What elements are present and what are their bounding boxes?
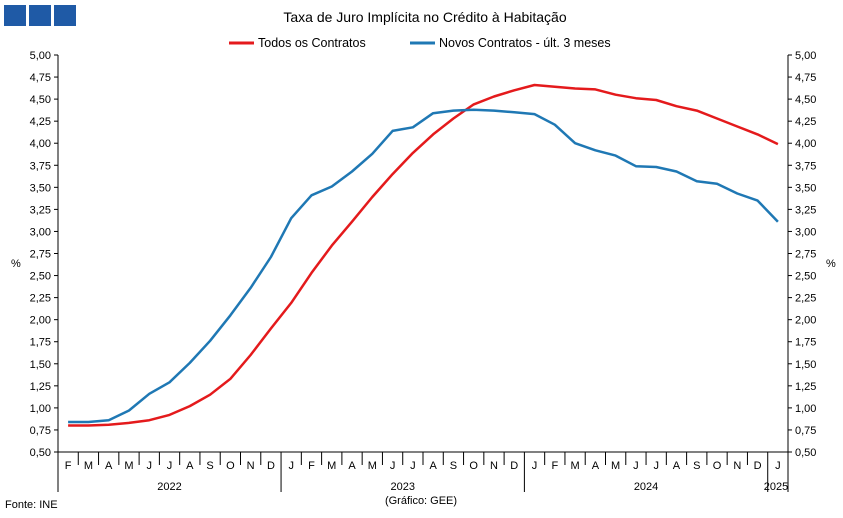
y-tick-label-right: 1,00 (795, 403, 816, 415)
y-axis-label-left: % (11, 258, 21, 270)
y-tick-label-left: 2,50 (30, 271, 51, 283)
y-tick-label-right: 3,75 (795, 160, 816, 172)
y-tick-label-left: 4,50 (30, 94, 51, 106)
logo-square (29, 5, 51, 26)
x-tick-label: J (775, 460, 781, 472)
x-tick-label: M (368, 460, 377, 472)
y-tick-label-right: 1,25 (795, 381, 816, 393)
y-tick-label-right: 4,50 (795, 94, 816, 106)
x-tick-label: N (733, 460, 741, 472)
y-tick-label-left: 3,75 (30, 160, 51, 172)
x-tick-label: D (267, 460, 275, 472)
y-tick-label-right: 3,25 (795, 204, 816, 216)
x-tick-label: A (592, 460, 600, 472)
year-label: 2024 (634, 481, 658, 493)
x-tick-label: J (167, 460, 173, 472)
source-note: Fonte: INE (5, 499, 58, 511)
x-tick-label: M (570, 460, 579, 472)
y-tick-label-left: 3,25 (30, 204, 51, 216)
y-tick-label-right: 1,75 (795, 337, 816, 349)
year-label: 2023 (390, 481, 414, 493)
y-tick-label-left: 2,75 (30, 249, 51, 261)
y-tick-label-right: 0,75 (795, 425, 816, 437)
y-tick-label-right: 4,25 (795, 116, 816, 128)
x-tick-label: A (186, 460, 194, 472)
logo-square (54, 5, 76, 26)
x-tick-label: F (308, 460, 315, 472)
x-tick-label: M (124, 460, 133, 472)
x-tick-label: A (105, 460, 113, 472)
y-tick-label-left: 1,75 (30, 337, 51, 349)
x-tick-label: A (673, 460, 681, 472)
y-tick-label-right: 1,50 (795, 359, 816, 371)
y-tick-label-left: 4,00 (30, 138, 51, 150)
x-tick-label: S (693, 460, 700, 472)
x-tick-label: J (410, 460, 416, 472)
x-tick-label: F (65, 460, 72, 472)
y-tick-label-left: 2,00 (30, 315, 51, 327)
x-tick-label: N (490, 460, 498, 472)
x-tick-label: O (469, 460, 478, 472)
y-tick-label-left: 5,00 (30, 50, 51, 62)
x-tick-label: D (510, 460, 518, 472)
x-tick-label: J (147, 460, 153, 472)
x-tick-label: O (713, 460, 722, 472)
y-tick-label-right: 2,00 (795, 315, 816, 327)
series-line-todos-os-contratos (68, 83, 779, 427)
y-tick-label-right: 4,75 (795, 72, 816, 84)
y-tick-label-left: 3,00 (30, 226, 51, 238)
chart-title: Taxa de Juro Implícita no Crédito à Habi… (283, 9, 566, 25)
y-tick-label-left: 4,25 (30, 116, 51, 128)
y-tick-label-left: 3,50 (30, 182, 51, 194)
legend: Todos os Contratos Novos Contratos - últ… (229, 36, 611, 50)
x-tick-label: M (611, 460, 620, 472)
y-tick-label-right: 3,00 (795, 226, 816, 238)
legend-label-novos: Novos Contratos - últ. 3 meses (439, 36, 611, 50)
y-tick-label-right: 2,25 (795, 293, 816, 305)
y-tick-label-left: 1,50 (30, 359, 51, 371)
y-axis-label-right: % (826, 258, 836, 270)
y-tick-label-left: 4,75 (30, 72, 51, 84)
y-tick-label-right: 3,50 (795, 182, 816, 194)
x-tick-label: M (327, 460, 336, 472)
x-tick-label: N (247, 460, 255, 472)
x-tick-label: J (288, 460, 294, 472)
x-tick-label: F (551, 460, 558, 472)
y-tick-label-left: 1,00 (30, 403, 51, 415)
x-tick-label: J (532, 460, 538, 472)
chart-credit: (Gráfico: GEE) (385, 495, 457, 507)
year-label: 2025 (764, 481, 788, 493)
x-tick-label: O (226, 460, 235, 472)
y-tick-label-right: 5,00 (795, 50, 816, 62)
ine-logo (4, 5, 76, 26)
x-tick-label: S (450, 460, 457, 472)
y-tick-label-left: 0,75 (30, 425, 51, 437)
x-tick-label: M (84, 460, 93, 472)
x-tick-label: A (429, 460, 437, 472)
x-tick-label: J (633, 460, 639, 472)
logo-square (4, 5, 26, 26)
y-tick-label-right: 0,50 (795, 447, 816, 459)
y-tick-label-right: 2,50 (795, 271, 816, 283)
y-tick-label-right: 2,75 (795, 249, 816, 261)
plot-area: 0,50 0,50 0,75 0,75 1,00 1,00 1,25 1,25 1,50 1,50… (30, 50, 817, 493)
x-tick-label: S (206, 460, 213, 472)
y-tick-label-left: 1,25 (30, 381, 51, 393)
x-tick-label: J (653, 460, 659, 472)
x-tick-label: A (348, 460, 356, 472)
legend-label-todos: Todos os Contratos (258, 36, 366, 50)
x-tick-label: J (390, 460, 396, 472)
series-line-novos-contratos (68, 108, 779, 424)
x-tick-label: D (754, 460, 762, 472)
y-tick-label-left: 2,25 (30, 293, 51, 305)
y-tick-label-left: 0,50 (30, 447, 51, 459)
y-tick-label-right: 4,00 (795, 138, 816, 150)
year-label: 2022 (157, 481, 181, 493)
